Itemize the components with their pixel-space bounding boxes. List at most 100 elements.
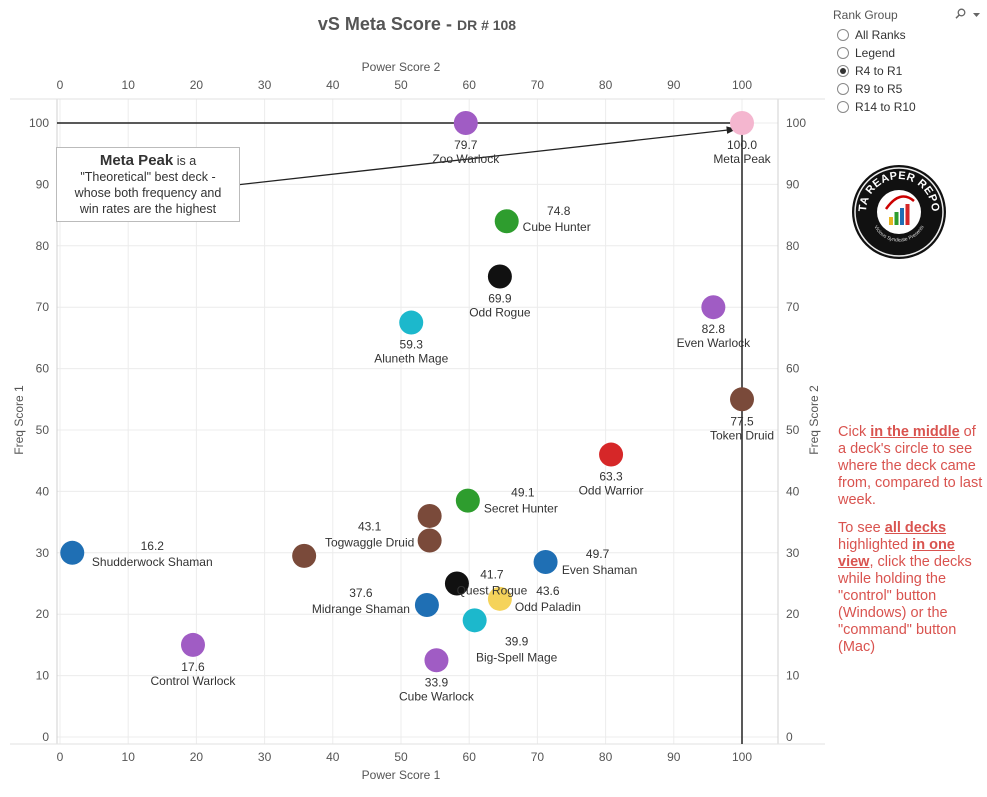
deck-label: Token Druid: [710, 428, 774, 442]
point-togwaggle-druid-3[interactable]: [292, 543, 317, 568]
point-togwaggle-druid[interactable]: [417, 528, 442, 553]
x-tick-label-top: 80: [599, 78, 613, 92]
score-label: 77.5: [730, 414, 754, 428]
x-tick-label-bottom: 90: [667, 750, 681, 764]
filter-option-legend[interactable]: Legend: [833, 44, 983, 62]
deck-label: Big-Spell Mage: [476, 650, 558, 664]
y-tick-label-right: 0: [786, 730, 793, 744]
point-even-warlock[interactable]: [701, 295, 726, 320]
score-label: 16.2: [141, 539, 165, 553]
filter-controls[interactable]: [955, 8, 981, 22]
point-control-warlock[interactable]: [180, 632, 205, 657]
point-even-shaman[interactable]: [533, 550, 558, 575]
y-tick-label-left: 80: [36, 239, 50, 253]
score-label: 43.1: [358, 520, 382, 534]
deck-label: Midrange Shaman: [312, 602, 410, 616]
y-tick-label-right: 90: [786, 177, 800, 191]
x-tick-label-bottom: 10: [122, 750, 136, 764]
deck-label: Meta Peak: [713, 152, 771, 166]
y-tick-label-left: 100: [29, 116, 49, 130]
point-aluneth-mage[interactable]: [399, 310, 424, 335]
point-midrange-shaman[interactable]: [414, 592, 439, 617]
data-points: [60, 111, 754, 673]
y-tick-label-left: 60: [36, 362, 50, 376]
deck-label: Quest Rogue: [457, 584, 528, 598]
y-tick-label-right: 70: [786, 300, 800, 314]
x-tick-label-top: 100: [732, 78, 752, 92]
filter-option-r9-to-r5[interactable]: R9 to R5: [833, 80, 983, 98]
radio-button-icon[interactable]: [837, 101, 849, 113]
y-tick-label-left: 40: [36, 484, 50, 498]
point-odd-warrior[interactable]: [599, 442, 624, 467]
filter-option-label: Legend: [855, 46, 896, 60]
help-paragraph-1: Cick in the middle of a deck's circle to…: [838, 424, 983, 508]
radio-button-icon[interactable]: [837, 47, 849, 59]
y-tick-label-left: 10: [36, 669, 50, 683]
filter-title: Rank Group: [833, 8, 898, 22]
radio-button-icon[interactable]: [837, 83, 849, 95]
x-tick-label-bottom: 100: [732, 750, 752, 764]
point-odd-paladin[interactable]: [487, 586, 512, 611]
search-icon[interactable]: [955, 8, 966, 19]
point-zoo-warlock[interactable]: [453, 111, 478, 135]
y-tick-label-left: 50: [36, 423, 50, 437]
point-cube-warlock[interactable]: [424, 648, 449, 673]
annotation-arrowhead: [726, 126, 737, 134]
filter-option-label: R14 to R10: [855, 100, 916, 114]
point-cube-hunter[interactable]: [494, 209, 519, 234]
point-big-spell-mage[interactable]: [462, 608, 487, 633]
point-meta-peak[interactable]: [730, 111, 754, 135]
reference-lines: [57, 122, 743, 744]
filter-option-all-ranks[interactable]: All Ranks: [833, 26, 983, 44]
deck-label: Even Warlock: [677, 336, 752, 350]
y-tick-label-left: 70: [36, 300, 50, 314]
radio-button-icon[interactable]: [837, 65, 849, 77]
help-paragraph-2: To see all decks highlighted in one view…: [838, 520, 972, 655]
radio-button-icon[interactable]: [837, 29, 849, 41]
filter-option-label: All Ranks: [855, 28, 906, 42]
rank-group-filter: Rank Group All Ranks Legend R4 to R1 R9 to …: [833, 8, 983, 116]
x-axis-title-bottom: Power Score 1: [362, 768, 441, 782]
x-tick-label-top: 70: [531, 78, 545, 92]
y-tick-label-left: 30: [36, 546, 50, 560]
score-label: 17.6: [181, 660, 205, 674]
point-token-druid[interactable]: [730, 387, 754, 412]
point-secret-hunter[interactable]: [455, 488, 480, 513]
filter-option-r14-to-r10[interactable]: R14 to R10: [833, 98, 983, 116]
meta-peak-annotation: Meta Peak is a "Theoretical" best deck -…: [56, 147, 240, 222]
point-shudderwock-shaman[interactable]: [60, 540, 85, 565]
y-axis-title-left: Freq Score 1: [12, 385, 26, 455]
deck-label: Even Shaman: [562, 563, 637, 577]
x-tick-label-bottom: 80: [599, 750, 613, 764]
annotation-arrow-line: [235, 128, 738, 186]
x-tick-label-bottom: 60: [463, 750, 477, 764]
deck-label: Zoo Warlock: [432, 152, 500, 166]
score-label: 100.0: [727, 138, 757, 152]
x-axis-title-top: Power Score 2: [362, 60, 441, 74]
help-text: Cick in the middle of a deck's circle to…: [838, 424, 983, 667]
point-quest-rogue[interactable]: [444, 571, 469, 596]
deck-label: Cube Warlock: [399, 689, 475, 703]
deck-label: Shudderwock Shaman: [92, 555, 213, 569]
x-tick-label-bottom: 70: [531, 750, 545, 764]
y-tick-label-right: 50: [786, 423, 800, 437]
point-odd-rogue[interactable]: [487, 264, 512, 289]
y-tick-label-right: 40: [786, 484, 800, 498]
filter-option-r4-to-r1[interactable]: R4 to R1: [833, 62, 983, 80]
x-tick-label-bottom: 50: [394, 750, 408, 764]
y-tick-label-right: 100: [786, 116, 806, 130]
x-tick-label-top: 30: [258, 78, 272, 92]
x-tick-label-bottom: 0: [57, 750, 64, 764]
data-reaper-report-logo: DATA REAPER REPORT Vicious Syndicate Pre…: [850, 163, 946, 259]
deck-label: Aluneth Mage: [374, 352, 448, 366]
deck-label: Odd Rogue: [469, 306, 531, 320]
y-tick-label-left: 90: [36, 177, 50, 191]
score-label: 69.9: [488, 292, 512, 306]
score-label: 49.1: [511, 486, 535, 500]
dropdown-caret-icon[interactable]: [972, 10, 981, 19]
score-label: 39.9: [505, 634, 529, 648]
point-togwaggle-druid-2[interactable]: [417, 503, 442, 528]
deck-label: Cube Hunter: [523, 220, 591, 234]
